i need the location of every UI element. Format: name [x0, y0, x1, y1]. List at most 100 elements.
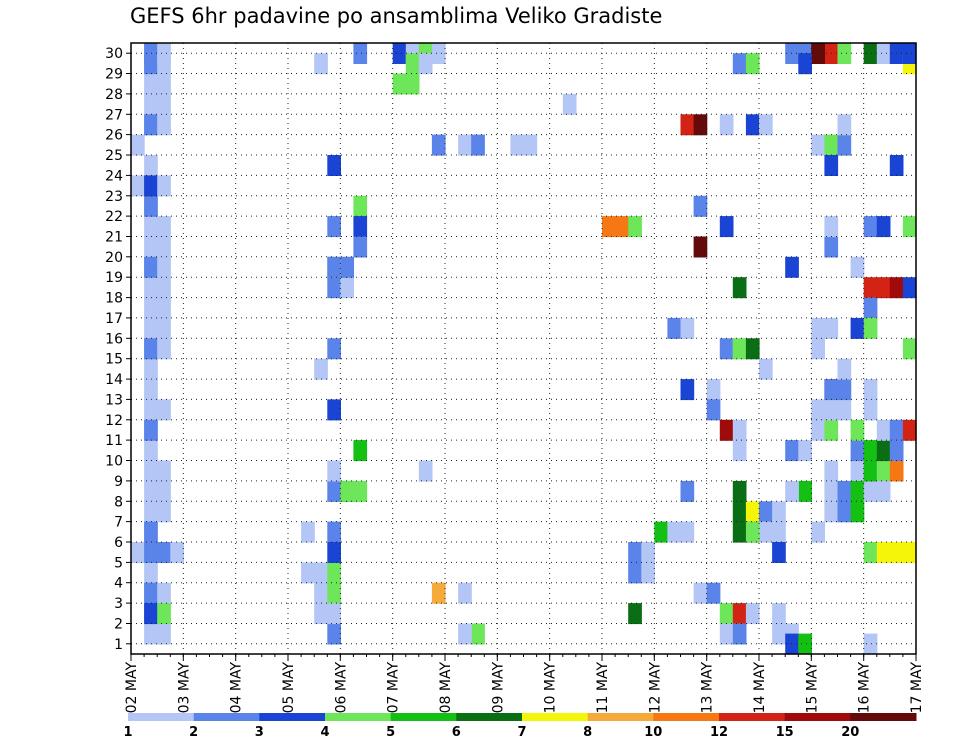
heatmap-cell: [327, 338, 341, 360]
heatmap-cell: [157, 542, 171, 563]
heatmap-cell: [785, 43, 799, 64]
heatmap-cell: [392, 43, 407, 64]
heatmap-cell: [902, 419, 917, 441]
heatmap-cell: [785, 633, 799, 655]
heatmap-cell: [654, 521, 668, 543]
heatmap-cell: [759, 358, 773, 380]
heatmap-cell: [876, 460, 891, 482]
heatmap-cell: [680, 114, 695, 136]
heatmap-cell: [157, 338, 171, 360]
heatmap-cell: [353, 195, 368, 217]
y-tick-label: 25: [105, 148, 123, 164]
heatmap-cell: [157, 73, 171, 95]
heatmap-cell: [732, 419, 747, 441]
legend-label: 6: [452, 725, 461, 740]
heatmap-cell: [837, 43, 852, 64]
y-tick-label: 19: [105, 270, 123, 286]
heatmap-cell: [170, 542, 184, 563]
y-tick-label: 3: [114, 596, 123, 612]
heatmap-cell: [785, 256, 799, 278]
heatmap-cell: [144, 236, 158, 258]
heatmap-cell: [144, 53, 158, 75]
heatmap-cell: [732, 440, 747, 462]
heatmap-cell: [144, 623, 158, 645]
x-tick-label: 12 MAY: [647, 662, 663, 714]
y-tick-label: 24: [105, 168, 123, 184]
heatmap-cell: [680, 379, 695, 401]
heatmap-cell: [719, 603, 734, 625]
heatmap-cell: [850, 501, 865, 523]
heatmap-cell: [824, 399, 839, 421]
heatmap-cell: [144, 419, 158, 441]
heatmap-cell: [144, 317, 158, 339]
y-tick-label: 15: [105, 352, 123, 368]
heatmap-cell: [863, 297, 878, 319]
heatmap-cell: [131, 542, 145, 563]
y-tick-label: 22: [105, 209, 123, 225]
legend-label: 20: [841, 725, 859, 740]
heatmap-cell: [327, 399, 341, 421]
heatmap-cell: [745, 501, 760, 523]
grid-layer: [131, 43, 917, 654]
heatmap-cell: [510, 134, 525, 156]
heatmap-cell: [759, 521, 773, 543]
heatmap-cell: [693, 236, 708, 258]
heatmap-cell: [745, 114, 760, 136]
x-tick-label: 15 MAY: [804, 662, 820, 714]
heatmap-cell: [811, 399, 825, 421]
heatmap-cell: [144, 338, 158, 360]
chart-title: GEFS 6hr padavine po ansamblima Veliko G…: [130, 4, 663, 28]
x-tick-label: 16 MAY: [857, 662, 873, 714]
heatmap-cell: [458, 134, 472, 156]
y-tick-label: 2: [114, 617, 123, 633]
legend-swatch: [390, 713, 457, 721]
legend-label: 2: [189, 725, 198, 740]
legend-label: 4: [320, 725, 329, 740]
heatmap-cell: [798, 53, 812, 75]
heatmap-cell: [157, 256, 171, 278]
legend-label: 8: [583, 725, 592, 740]
heatmap-cell: [471, 134, 485, 156]
heatmap-cell: [850, 419, 865, 441]
heatmap-cell: [876, 277, 891, 299]
heatmap-cell: [667, 521, 682, 543]
heatmap-cell: [458, 582, 472, 604]
heatmap-cell: [732, 623, 747, 645]
heatmap-cell: [353, 43, 368, 64]
y-tick-label: 23: [105, 189, 123, 205]
heatmap-cell: [732, 53, 747, 75]
heatmap-cell: [157, 603, 171, 625]
y-tick-label: 12: [105, 413, 123, 429]
heatmap-cell: [719, 419, 734, 441]
heatmap-cell: [157, 623, 171, 645]
heatmap-cell: [353, 480, 368, 502]
heatmap-cell: [837, 114, 852, 136]
heatmap-cell: [144, 603, 158, 625]
heatmap-cell: [353, 216, 368, 238]
heatmap-cell: [157, 460, 171, 482]
legend-label: 12: [710, 725, 728, 740]
heatmap-cell: [157, 399, 171, 421]
heatmap-cell: [863, 542, 878, 563]
y-tick-label: 4: [114, 576, 123, 592]
y-tick-label: 20: [105, 250, 123, 266]
heatmap-cell: [157, 93, 171, 115]
heatmap-cell: [144, 542, 158, 563]
heatmap-cell: [405, 53, 420, 75]
heatmap-cell: [680, 480, 695, 502]
heatmap-cell: [680, 317, 695, 339]
heatmap-cell: [745, 521, 760, 543]
legend-label: 5: [386, 725, 395, 740]
heatmap-cell: [785, 440, 799, 462]
heatmap-cell: [889, 542, 904, 563]
heatmap-cell: [824, 419, 839, 441]
legend-swatch: [653, 713, 720, 721]
heatmap-cell: [837, 480, 852, 502]
heatmap-cell: [314, 562, 328, 584]
legend-label: 15: [776, 725, 794, 740]
heatmap-cell: [863, 480, 878, 502]
x-axis: 02 MAY 03 MAY 04 MAY 05 MAY 06 MAY 07 MAY 08 M…: [124, 654, 925, 713]
y-tick-label: 6: [114, 535, 123, 551]
y-axis: 1234567891011121314151617181920212223242…: [105, 46, 131, 653]
heatmap-cell: [837, 399, 852, 421]
